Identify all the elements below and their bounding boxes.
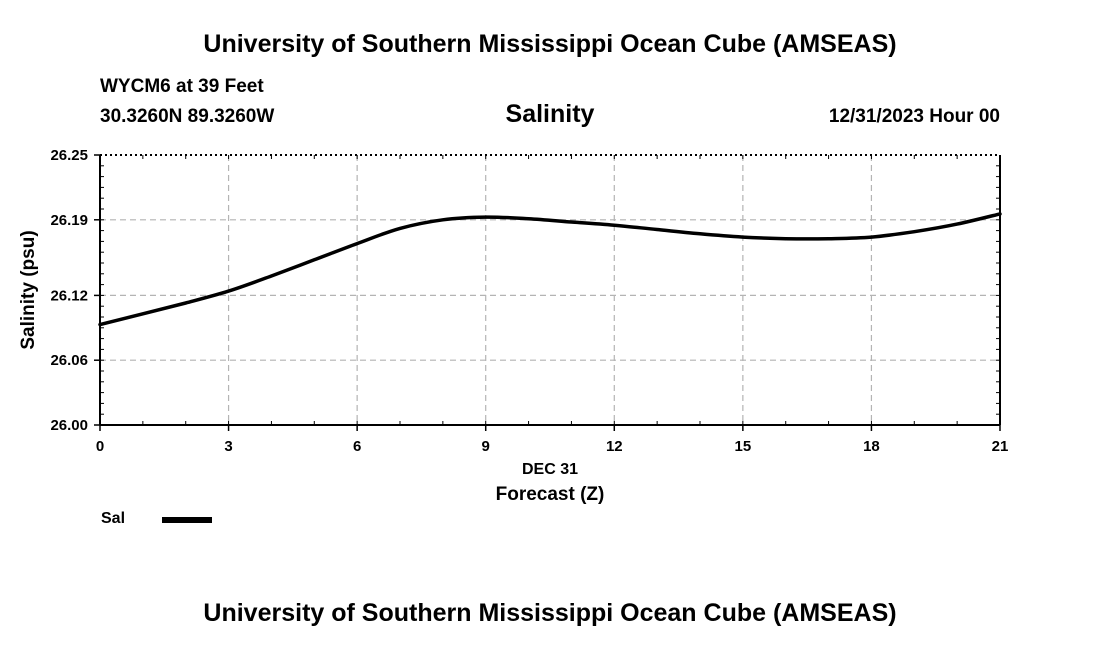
y-tick-label: 26.12: [50, 287, 88, 304]
x-tick-label: 6: [353, 438, 361, 455]
chart-title: Salinity: [505, 100, 595, 128]
x-tick-label: 3: [224, 438, 232, 455]
legend-line-swatch: [162, 517, 212, 523]
x-tick-label: 0: [96, 438, 104, 455]
coordinates-label: 30.3260N 89.3260W: [100, 106, 275, 127]
x-axis-label: Forecast (Z): [496, 484, 605, 505]
x-axis-date-label: DEC 31: [522, 461, 578, 478]
y-tick-label: 26.25: [50, 147, 88, 164]
y-tick-label: 26.06: [50, 352, 88, 369]
forecast-datetime: 12/31/2023 Hour 00: [828, 106, 1000, 127]
series-line-sal: [98, 212, 1002, 327]
report-title-top: University of Southern Mississippi Ocean…: [203, 30, 897, 58]
report-title-bottom: University of Southern Mississippi Ocean…: [203, 599, 897, 627]
y-axis-label: Salinity (psu): [18, 230, 39, 349]
legend-label: Sal: [101, 510, 126, 527]
x-tick-label: 18: [863, 438, 880, 455]
x-tick-label: 9: [482, 438, 490, 455]
y-tick-label: 26.00: [50, 417, 88, 434]
x-tick-label: 15: [735, 438, 752, 455]
y-tick-label: 26.19: [50, 212, 88, 229]
station-label: WYCM6 at 39 Feet: [100, 76, 264, 97]
x-tick-label: 12: [606, 438, 623, 455]
x-tick-label: 21: [992, 438, 1009, 455]
